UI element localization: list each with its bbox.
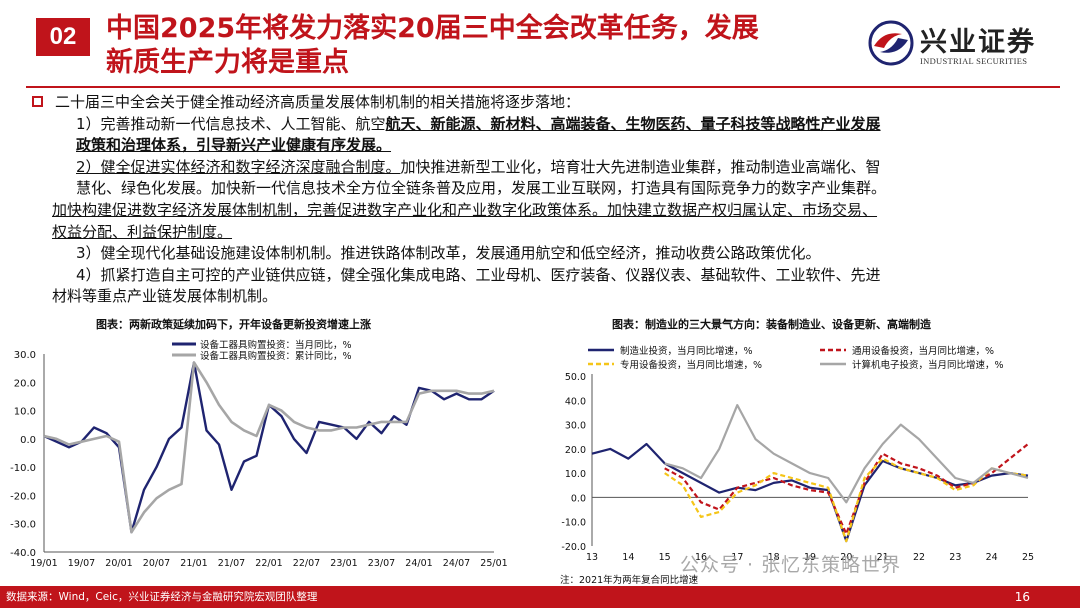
chart2-ytick-label: 20.0 <box>565 445 586 456</box>
chart1-ytick-label: -30.0 <box>10 520 36 531</box>
chart2-ytick-label: 50.0 <box>565 372 586 383</box>
chart2-xtick-label: 18 <box>768 552 780 563</box>
chart2-series-line-4 <box>664 403 1029 504</box>
chart2: 50.0 40.0 30.0 20.0 10.0 0.0 -10.0 -20.013 14 15 1… <box>561 345 1034 563</box>
point-4-a: 4）抓紧打造自主可控的产业链供应链，健全强化集成电路、工业母机、医疗装备、仪器仪… <box>76 265 881 284</box>
chart1-xtick-label: 23/01 <box>330 558 357 569</box>
chart1-xtick-label: 24/01 <box>405 558 432 569</box>
intro-line: 二十届三中全会关于健全推动经济高质量发展体制机制的相关措施将逐步落地： <box>32 92 1072 114</box>
chart2-ytick-label: -20.0 <box>561 542 586 553</box>
chart1-xtick-label: 21/01 <box>180 558 207 569</box>
point-1-a: 1）完善推动新一代信息技术、人工智能、航空 <box>76 114 386 133</box>
chart1-ytick-label: -10.0 <box>10 463 36 474</box>
chart1-xtick-label: 19/01 <box>30 558 57 569</box>
point-4: 4）抓紧打造自主可控的产业链供应链，健全强化集成电路、工业母机、医疗装备、仪器仪… <box>32 265 1072 287</box>
bullet-icon <box>32 96 43 107</box>
chart1-xtick-label: 20/07 <box>143 558 170 569</box>
chart2-legend-label-2: 通用设备投资，当月同比增速，% <box>852 345 994 357</box>
chart1-series-line-1 <box>43 361 495 534</box>
chart2-xtick-label: 14 <box>622 552 634 563</box>
chart2-series-line-3 <box>664 457 1029 543</box>
section-badge: 02 <box>36 18 90 56</box>
chart2-xtick-label: 17 <box>731 552 743 563</box>
chart1-ytick-label: -20.0 <box>10 491 36 502</box>
point-2-f: 权益分配、利益保护制度。 <box>52 222 233 241</box>
point-2-b: 加快推进新型工业化，培育壮大先进制造业集群，推动制造业高端化、智 <box>400 157 881 176</box>
page-number: 16 <box>1014 590 1030 604</box>
point-2-a: 2）健全促进实体经济和数字经济深度融合制度。 <box>76 157 401 176</box>
chart2-legend-label-3: 专用设备投资，当月同比增速，% <box>620 359 762 371</box>
page-title: 中国2025年将发力落实20届三中全会改革任务，发展 新质生产力将是重点 <box>106 12 846 80</box>
chart2-xtick-label: 15 <box>659 552 671 563</box>
point-2-cont2: 加快构建促进数字经济发展体制机制，完善促进数字产业化和产业数字化政策体系。加快建… <box>32 200 1072 222</box>
chart2-series-line-2 <box>664 443 1029 535</box>
chart1-xtick-label: 23/07 <box>368 558 395 569</box>
point-1: 1）完善推动新一代信息技术、人工智能、航空航天、新能源、新材料、高端装备、生物医… <box>32 114 1072 136</box>
chart2-ytick-label: -10.0 <box>561 518 586 529</box>
logo-en-text: INDUSTRIAL SECURITIES <box>920 56 1028 66</box>
chart1-ytick-label: 20.0 <box>14 378 36 389</box>
point-1-c: 政策和治理体系，引导新兴产业健康有序发展。 <box>76 136 392 155</box>
chart2-legend-label-1: 制造业投资，当月同比增速，% <box>620 345 753 357</box>
logo-cn-text: 兴业证券 <box>920 27 1036 58</box>
title-line-1: 中国2025年将发力落实20届三中全会改革任务，发展 <box>106 13 759 44</box>
point-1-cont: 政策和治理体系，引导新兴产业健康有序发展。 <box>32 135 1072 157</box>
chart1-legend-label-2: 设备工器具购置投资：累计同比，% <box>200 350 352 362</box>
point-2: 2）健全促进实体经济和数字经济深度融合制度。加快推进新型工业化，培育壮大先进制造… <box>32 157 1072 179</box>
chart1-ytick-label: 0.0 <box>20 435 36 446</box>
footer-source: 数据来源：Wind，Ceic，兴业证券经济与金融研究院宏观团队整理 <box>6 591 318 603</box>
body-text: 二十届三中全会关于健全推动经济高质量发展体制机制的相关措施将逐步落地： 1）完善… <box>32 92 1072 308</box>
chart2-ytick-label: 10.0 <box>565 469 586 480</box>
point-2-cont3: 权益分配、利益保护制度。 <box>32 222 1072 244</box>
chart2-ytick-label: 0.0 <box>571 493 586 504</box>
point-2-cont: 慧化、绿色化发展。加快新一代信息技术全方位全链条普及应用，发展工业互联网，打造具… <box>32 178 1072 200</box>
chart1-xtick-label: 21/07 <box>218 558 245 569</box>
header-divider <box>26 86 1060 88</box>
chart1-xtick-label: 24/07 <box>443 558 470 569</box>
point-1-b: 航天、新能源、新材料、高端装备、生物医药、量子科技等战略性产业发展 <box>385 114 881 133</box>
point-4-b: 材料等重点产业链发展体制机制。 <box>52 287 278 306</box>
chart1-xtick-label: 22/07 <box>293 558 320 569</box>
point-2-e: 加快建立数据产权归属认定、市场交易、 <box>607 200 878 219</box>
chart2-xtick-label: 22 <box>913 552 925 563</box>
footer-bar <box>0 586 1080 608</box>
chart1-ytick-label: -40.0 <box>10 548 36 559</box>
chart2-title: 图表：制造业的三大景气方向：装备制造业、设备更新、高端制造 <box>612 318 931 331</box>
chart1-series-line-2 <box>43 361 495 534</box>
chart2-xtick-label: 23 <box>949 552 961 563</box>
point-2-c: 慧化、绿色化发展。加快新一代信息技术全方位全链条普及应用，发展工业互联网，打造具… <box>76 179 887 198</box>
chart1-ytick-label: 10.0 <box>14 407 36 418</box>
chart1-ytick-label: 30.0 <box>14 350 36 361</box>
chart1-xtick-label: 25/01 <box>480 558 507 569</box>
watermark: 公众号 · 张忆东策略世界 <box>680 554 902 576</box>
chart2-xtick-label: 16 <box>695 552 707 563</box>
chart2-series-line-1 <box>591 442 1029 543</box>
chart2-xtick-label: 21 <box>877 552 889 563</box>
chart2-legend-label-4: 计算机电子投资，当月同比增速，% <box>852 359 1004 371</box>
chart1-legend-label-1: 设备工器具购置投资：当月同比，% <box>200 339 352 351</box>
chart2-xtick-label: 19 <box>804 552 816 563</box>
chart1-xtick-label: 20/01 <box>105 558 132 569</box>
point-3-text: 3）健全现代化基础设施建设体制机制。推进铁路体制改革，发展通用航空和低空经济，推… <box>76 244 821 263</box>
chart2-ytick-label: 40.0 <box>565 396 586 407</box>
point-3: 3）健全现代化基础设施建设体制机制。推进铁路体制改革，发展通用航空和低空经济，推… <box>32 243 1072 265</box>
title-line-2: 新质生产力将是重点 <box>106 47 349 78</box>
point-2-d: 加快构建促进数字经济发展体制机制，完善促进数字产业化和产业数字化政策体系。 <box>52 200 608 219</box>
chart2-xtick-label: 24 <box>986 552 998 563</box>
logo-mark-icon <box>868 20 914 66</box>
chart2-xtick-label: 25 <box>1022 552 1034 563</box>
intro-text: 二十届三中全会关于健全推动经济高质量发展体制机制的相关措施将逐步落地： <box>55 93 581 111</box>
chart1: 30.0 20.0 10.0 0.0 -10.0 -20.0 -30.0 -40.019/01… <box>10 339 508 569</box>
brand-logo: 兴业证券 INDUSTRIAL SECURITIES <box>868 16 1068 74</box>
chart2-ytick-label: 30.0 <box>565 421 586 432</box>
chart2-xtick-label: 20 <box>840 552 852 563</box>
chart1-title: 图表：两新政策延续加码下，开年设备更新投资增速上涨 <box>96 318 371 331</box>
chart1-xtick-label: 22/01 <box>255 558 282 569</box>
chart1-xtick-label: 19/07 <box>68 558 95 569</box>
chart2-xtick-label: 13 <box>586 552 598 563</box>
point-4-cont: 材料等重点产业链发展体制机制。 <box>32 286 1072 308</box>
chart2-note: 注：2021年为两年复合同比增速 <box>560 575 699 586</box>
